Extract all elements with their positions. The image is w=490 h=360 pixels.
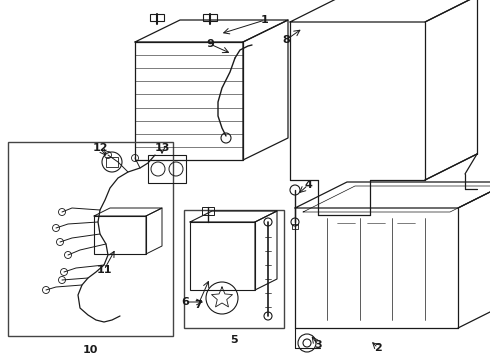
Text: 12: 12 <box>92 143 108 153</box>
Bar <box>135 42 243 160</box>
Text: 1: 1 <box>261 15 269 25</box>
Text: 4: 4 <box>304 180 312 190</box>
Text: 9: 9 <box>206 39 214 49</box>
Bar <box>94 216 146 254</box>
Bar <box>292 224 298 229</box>
Bar <box>190 222 255 290</box>
Text: 6: 6 <box>181 297 189 307</box>
Bar <box>202 207 214 215</box>
Text: 8: 8 <box>282 35 290 45</box>
Text: 7: 7 <box>194 300 202 310</box>
Bar <box>184 210 284 328</box>
Bar <box>150 14 164 21</box>
Bar <box>8 142 173 336</box>
Text: 2: 2 <box>374 343 382 353</box>
Bar <box>203 14 217 21</box>
Bar <box>148 155 186 183</box>
Text: 3: 3 <box>314 340 322 350</box>
Bar <box>106 157 118 167</box>
Text: 10: 10 <box>82 345 98 355</box>
Text: 5: 5 <box>230 335 238 345</box>
Text: 13: 13 <box>154 143 170 153</box>
Text: 11: 11 <box>96 265 112 275</box>
